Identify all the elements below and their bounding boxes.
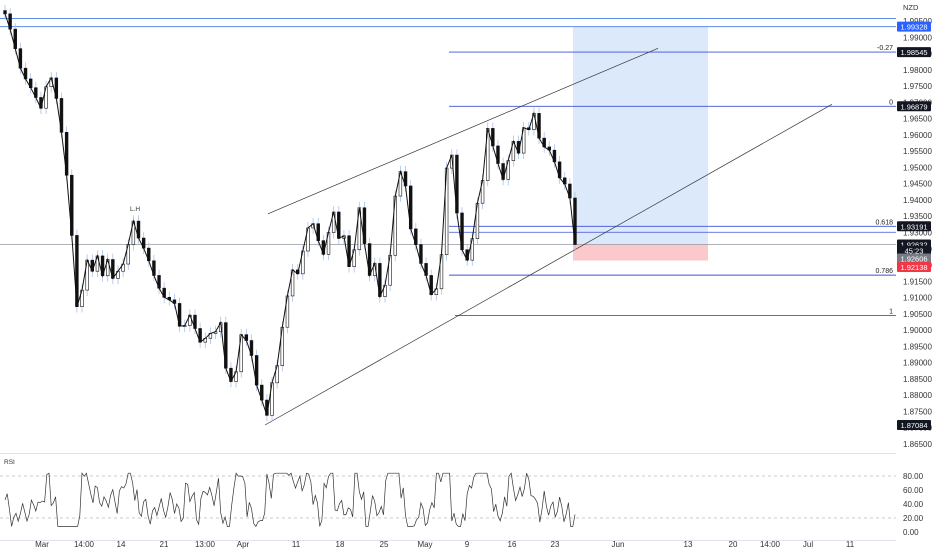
- price-axis-background: [896, 0, 932, 550]
- price-tick-label: 1.94500: [903, 180, 932, 189]
- currency-label: NZD: [903, 3, 919, 12]
- price-tick-label: 1.99500: [903, 17, 932, 26]
- price-tag: [897, 253, 931, 264]
- fib-level-label: 1: [889, 308, 893, 315]
- time-tick-label: 14: [117, 540, 126, 549]
- price-tag-label: 1.98545: [900, 48, 927, 57]
- lh-annotation: L.H: [130, 206, 140, 213]
- price-tick-label: 1.88500: [903, 375, 932, 384]
- price-tick-label: 1.99000: [903, 33, 932, 42]
- fib-level-label: 0: [889, 99, 893, 106]
- trend-channel[interactable]: [264, 48, 833, 426]
- price-tag: [897, 47, 931, 58]
- price-tag-label: 1.93191: [900, 222, 927, 231]
- time-tick-label: 13: [684, 540, 693, 549]
- channel-lower-line[interactable]: [264, 103, 833, 426]
- price-tick-label: 1.96500: [903, 115, 932, 124]
- time-axis[interactable]: Mar 14:00 14 21 13:00 Apr 11 18 25 May 9 16 23 Jun 13 2…: [0, 540, 896, 549]
- time-tick-label: Jul: [803, 540, 813, 549]
- price-tick-label: 1.96000: [903, 131, 932, 140]
- time-tick-label: 14:00: [74, 540, 95, 549]
- price-tick-label: 1.91500: [903, 277, 932, 286]
- time-tick-label: Jun: [612, 540, 625, 549]
- time-tick-label: 14:00: [760, 540, 781, 549]
- price-tick-label: 1.91000: [903, 294, 932, 303]
- price-tag-label: 1.87084: [900, 421, 927, 430]
- price-tag-label: 1.99328: [900, 23, 927, 32]
- price-tick-label: 1.93000: [903, 229, 932, 238]
- price-tag-label: 1.92606: [900, 254, 927, 263]
- price-tick-label: 1.88000: [903, 391, 932, 400]
- fibonacci-retracement[interactable]: -0.27 0 0.618 0.786 1: [449, 45, 896, 316]
- rsi-tick-label: 20.00: [903, 514, 924, 523]
- position-tool[interactable]: [573, 26, 708, 261]
- time-tick-label: 11: [292, 540, 301, 549]
- time-tick-label: 16: [508, 540, 517, 549]
- fib-level-label: 0.786: [875, 268, 893, 275]
- candle: [3, 10, 7, 15]
- price-tick-label: 1.93500: [903, 212, 932, 221]
- channel-upper-line[interactable]: [267, 48, 659, 215]
- price-tag: [897, 21, 931, 32]
- price-tick-label: 1.97500: [903, 82, 932, 91]
- price-tick-label: 1.95000: [903, 163, 932, 172]
- price-tick-label: 1.90000: [903, 326, 932, 335]
- time-tick-label: May: [417, 540, 432, 549]
- price-tag: [897, 262, 931, 273]
- price-tags: 1.99328 1.98545 1.96879 1.93191 1.9263245:23…: [897, 21, 931, 430]
- price-tick-label: 1.87500: [903, 407, 932, 416]
- rsi-tick-label: 80.00: [903, 472, 924, 481]
- time-tick-label: Mar: [35, 540, 49, 549]
- rsi-pane[interactable]: RSI 80.00 60.00 40.00 20.00 0.00: [0, 453, 924, 538]
- rsi-line: [4, 472, 576, 528]
- candlestick-series: [3, 4, 577, 422]
- price-tick-label: 1.90500: [903, 310, 932, 319]
- candle: [573, 197, 577, 245]
- fib-level-label: -0.27: [877, 45, 893, 52]
- time-tick-label: 13:00: [195, 540, 216, 549]
- rsi-tick-label: 60.00: [903, 486, 924, 495]
- annotations: L.H: [130, 206, 140, 213]
- stop-zone[interactable]: [573, 244, 708, 261]
- time-tick-label: Apr: [237, 540, 250, 549]
- time-tick-label: 20: [729, 540, 738, 549]
- price-tag: [897, 419, 931, 430]
- time-tick-label: 25: [380, 540, 389, 549]
- price-tag-label: 1.92632: [900, 240, 927, 249]
- time-tick-label: 11: [846, 540, 855, 549]
- rsi-tick-label: 0.00: [903, 528, 919, 537]
- price-axis[interactable]: NZD 1.995001.990001.985001.980001.975001…: [896, 0, 932, 550]
- rsi-tick-label: 40.00: [903, 500, 924, 509]
- price-tick-label: 1.98000: [903, 66, 932, 75]
- rsi-label: RSI: [4, 459, 15, 466]
- price-tag-label: 1.96879: [900, 102, 927, 111]
- target-zone[interactable]: [573, 26, 708, 245]
- price-tag-label: 45:23: [905, 247, 924, 256]
- price-tick-label: 1.89000: [903, 359, 932, 368]
- time-tick-label: 23: [551, 540, 560, 549]
- price-tick-label: 1.86500: [903, 440, 932, 449]
- time-tick-label: 21: [160, 540, 169, 549]
- price-tick-label: 1.89500: [903, 342, 932, 351]
- price-tick-label: 1.94000: [903, 196, 932, 205]
- price-tag: [897, 101, 931, 112]
- price-tag: [897, 221, 931, 232]
- price-tag-label: 1.92138: [900, 263, 927, 272]
- time-tick-label: 9: [465, 540, 470, 549]
- fib-level-label: 0.618: [875, 219, 893, 226]
- price-path: [4, 13, 576, 416]
- price-tag: [897, 245, 931, 256]
- time-tick-label: 18: [336, 540, 345, 549]
- price-tick-label: 1.95500: [903, 147, 932, 156]
